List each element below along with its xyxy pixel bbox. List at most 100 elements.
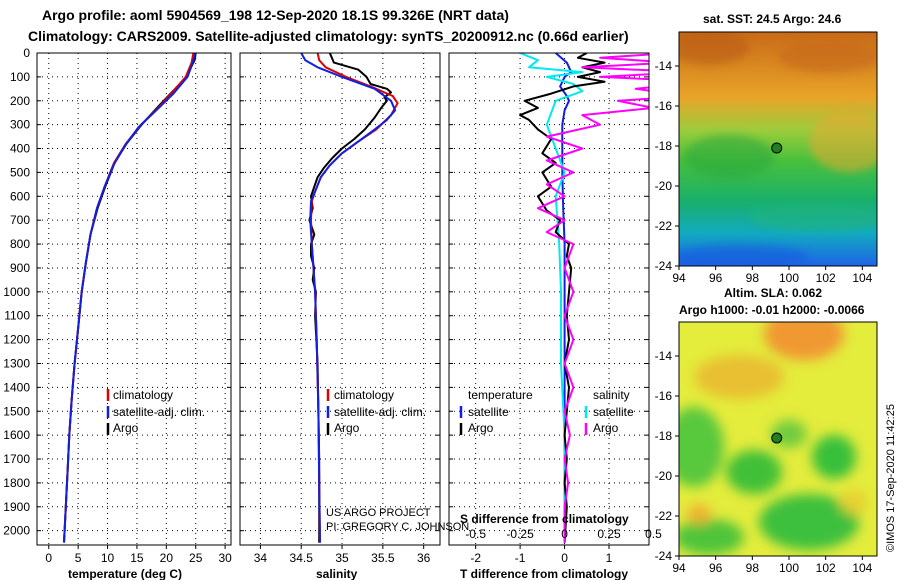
sst-map-title: sat. SST: 24.5 Argo: 24.6	[703, 12, 842, 26]
sst-green-patch	[684, 135, 774, 179]
difference-series	[519, 53, 649, 543]
map-y-tick-label: -22	[655, 509, 673, 523]
credit-project: US ARGO PROJECT	[326, 507, 431, 519]
salinity-series	[300, 53, 399, 543]
series-s-satellite	[519, 53, 584, 543]
sla-texture	[679, 322, 868, 555]
x-tick-label: 1	[606, 551, 613, 565]
difference-frame	[448, 52, 650, 546]
imos-timestamp: ©IMOS 17-Sep-2020 11:42:25	[885, 404, 897, 552]
temperature-series	[63, 53, 197, 543]
sst-warm-patch	[779, 41, 877, 73]
map-y-tick-label: -20	[655, 469, 673, 483]
depth-tick-label: 1600	[3, 428, 30, 442]
depth-tick-label: 1000	[3, 285, 30, 299]
series-satellite-adj-clim-	[63, 53, 197, 543]
difference-grid	[449, 52, 649, 545]
depth-tick-label: 2000	[3, 524, 30, 538]
sla-green-patch	[759, 494, 859, 550]
depth-tick-label: 1500	[3, 404, 30, 418]
temperature-difference-label: T difference from climatology	[460, 567, 628, 580]
map-y-tick-label: -18	[655, 139, 673, 153]
legend-t-argo: Argo	[468, 421, 494, 435]
sla-high-patch	[840, 490, 868, 514]
salinity-diff-tick-label: 0	[561, 527, 568, 541]
sla-green-patch	[679, 407, 724, 487]
temperature-legend: climatology satellite-adj. clim. Argo	[106, 388, 205, 435]
sst-texture	[679, 32, 877, 266]
salinity-diff-tick-label: -0.25	[506, 527, 534, 541]
difference-panel: -2 -1 0 1 -0.5 -0.25 0 0.25 0.5 S difference fr…	[448, 52, 662, 580]
map-y-tick-label: -14	[655, 59, 673, 73]
depth-tick-label: 400	[10, 142, 30, 156]
sla-map-title: Altim. SLA: 0.062	[724, 286, 822, 300]
map-x-tick-label: 94	[672, 561, 686, 575]
map-y-tick-label: -18	[655, 429, 673, 443]
depth-tick-label: 100	[10, 70, 30, 84]
depth-tick-label: 1100	[4, 309, 30, 323]
map-x-tick-label: 102	[816, 561, 836, 575]
depth-tick-label: 1900	[3, 500, 30, 514]
legend-salinity-heading: salinity	[593, 388, 630, 402]
sla-green-patch	[726, 450, 782, 494]
depth-tick-label: 1700	[3, 452, 30, 466]
sla-green-patch	[812, 435, 856, 479]
sst-argo-location-marker	[771, 142, 783, 154]
difference-legend: temperature satellite Argo salinity sate…	[459, 388, 634, 435]
figure-title-line1: Argo profile: aoml 5904569_198 12-Sep-20…	[42, 7, 509, 23]
depth-tick-label: 900	[10, 261, 30, 275]
x-tick-label: 0	[45, 551, 52, 565]
map-x-tick-label: 100	[779, 561, 799, 575]
x-tick-label: 35	[335, 551, 349, 565]
series-s-argo	[536, 53, 649, 543]
depth-tick-label: 200	[10, 94, 30, 108]
legend-climatology: climatology	[113, 388, 173, 402]
legend-climatology: climatology	[334, 388, 394, 402]
series-climatology	[310, 53, 399, 543]
sst-map-ticks: 94 96 98 100 102 104 -14 -16 -18 -20 -22 -24	[655, 59, 873, 285]
sla-heatmap-area	[679, 322, 877, 556]
sst-teal-patch	[749, 203, 877, 231]
temperature-x-label: temperature (deg C)	[68, 567, 182, 580]
series-climatology	[63, 53, 195, 543]
map-y-tick-label: -24	[655, 259, 673, 273]
map-x-tick-label: 96	[709, 561, 723, 575]
depth-tick-label: 300	[10, 118, 30, 132]
sst-blue-patch	[679, 245, 809, 266]
x-tick-label: 34.5	[290, 551, 314, 565]
salinity-x-ticks: 34 34.5 35 35.5 36	[254, 545, 431, 565]
salinity-diff-tick-label: -0.5	[465, 527, 486, 541]
sst-orange-patch	[809, 112, 877, 172]
x-tick-label: 34	[254, 551, 268, 565]
temperature-grid	[37, 52, 231, 545]
map-x-tick-label: 94	[672, 271, 686, 285]
depth-tick-label: 600	[10, 189, 30, 203]
depth-tick-label: 1300	[3, 356, 30, 370]
salinity-grid	[240, 52, 440, 545]
x-tick-label: 30	[218, 551, 232, 565]
map-y-tick-label: -16	[655, 99, 673, 113]
depth-tick-label: 0	[23, 46, 30, 60]
salinity-frame	[239, 52, 441, 546]
sst-map-panel: sat. SST: 24.5 Argo: 24.6 94 96 98 100 102 10…	[655, 12, 878, 285]
x-tick-label: 15	[130, 551, 144, 565]
depth-tick-label: 1200	[3, 333, 30, 347]
map-y-tick-label: -24	[655, 549, 673, 563]
salinity-panel: 34 34.5 35 35.5 36 salinity climatology sate…	[239, 52, 469, 580]
map-y-tick-label: -14	[655, 349, 673, 363]
temperature-frame	[36, 52, 232, 546]
legend-argo: Argo	[113, 421, 139, 435]
map-x-tick-label: 98	[746, 271, 760, 285]
depth-tick-label: 800	[10, 237, 30, 251]
map-y-tick-label: -22	[655, 219, 673, 233]
x-tick-label: 25	[189, 551, 203, 565]
legend-argo: Argo	[334, 421, 360, 435]
salinity-x-label: salinity	[316, 567, 358, 580]
salinity-difference-label: S difference from climatology	[460, 512, 629, 526]
legend-t-satellite: satellite	[468, 405, 509, 419]
figure-title-line2: Climatology: CARS2009. Satellite-adjuste…	[28, 28, 629, 44]
sla-argo-location-marker	[771, 432, 783, 444]
x-tick-label: 5	[75, 551, 82, 565]
difference-x-ticks: -2 -1 0 1	[470, 545, 613, 565]
depth-axis-labels: 0 100 200 300 400 500 600 700 800 900 1000 1100 1200…	[3, 46, 30, 538]
